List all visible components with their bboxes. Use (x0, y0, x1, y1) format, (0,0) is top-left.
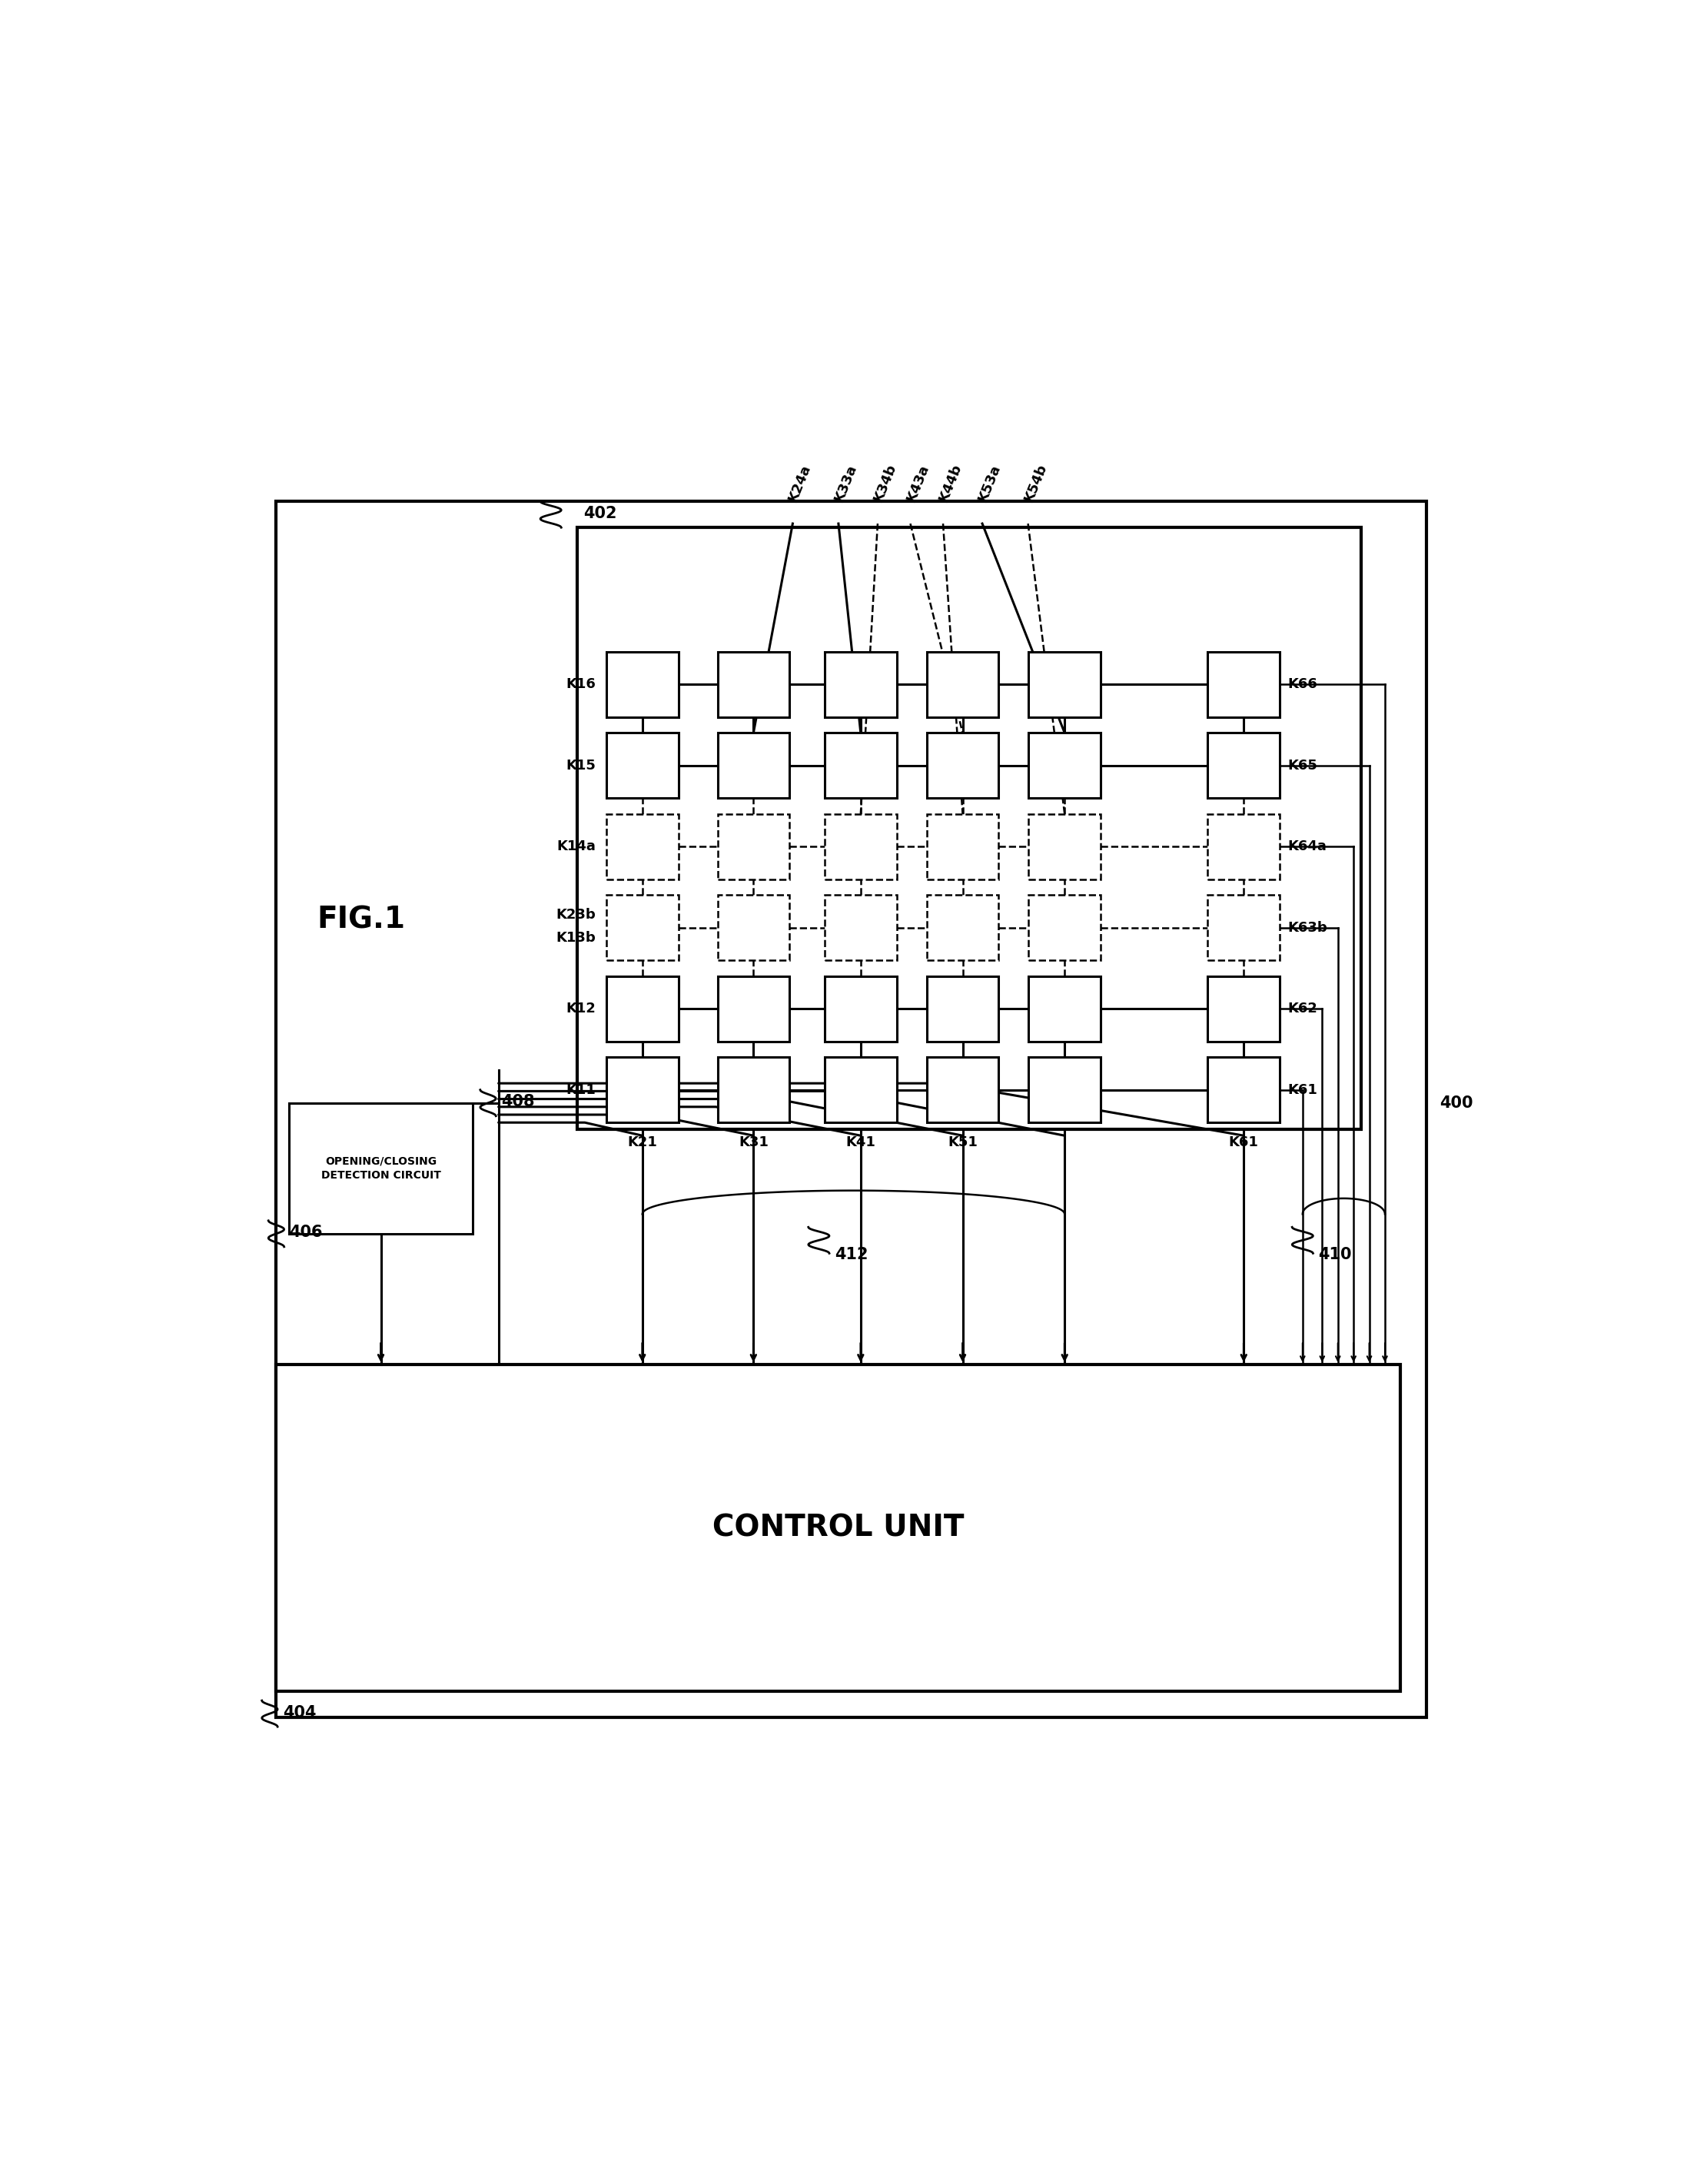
Text: K62: K62 (1287, 1002, 1318, 1016)
Text: 412: 412 (835, 1247, 869, 1262)
Text: CONTROL UNIT: CONTROL UNIT (712, 1514, 965, 1542)
Text: 402: 402 (584, 507, 617, 522)
Bar (1208, 651, 1280, 716)
Bar (825, 651, 896, 716)
Text: K64a: K64a (1287, 839, 1326, 854)
Bar (1029, 1057, 1100, 1123)
Bar (606, 976, 678, 1042)
Bar (1029, 651, 1100, 716)
Text: K16: K16 (567, 677, 596, 692)
Bar (606, 895, 678, 961)
Bar (1208, 734, 1280, 797)
Text: 408: 408 (501, 1094, 535, 1109)
Bar (717, 651, 790, 716)
Bar (606, 1057, 678, 1123)
Text: K53a: K53a (975, 463, 1004, 505)
Bar (717, 1057, 790, 1123)
Bar (717, 976, 790, 1042)
Bar (1029, 895, 1100, 961)
Text: 410: 410 (1319, 1247, 1351, 1262)
Text: K12: K12 (567, 1002, 596, 1016)
Bar (1208, 815, 1280, 880)
Text: K23b: K23b (557, 909, 596, 922)
Bar (606, 734, 678, 797)
Bar (825, 1057, 896, 1123)
Bar (1029, 976, 1100, 1042)
Bar (277, 1365, 1400, 1690)
Text: FIG.1: FIG.1 (317, 904, 405, 935)
Bar (825, 734, 896, 797)
Text: 404: 404 (283, 1706, 315, 1721)
Bar (825, 895, 896, 961)
Bar (606, 815, 678, 880)
Text: K24a: K24a (786, 463, 813, 505)
Text: K33a: K33a (832, 463, 859, 505)
Text: K63b: K63b (1287, 922, 1328, 935)
Text: 406: 406 (290, 1225, 322, 1241)
Text: K13b: K13b (557, 930, 596, 946)
Bar (926, 895, 999, 961)
Text: K15: K15 (567, 758, 596, 773)
Text: 400: 400 (1441, 1094, 1473, 1112)
Text: K31: K31 (739, 1136, 768, 1149)
Bar (926, 976, 999, 1042)
Bar (1208, 1057, 1280, 1123)
Bar (926, 815, 999, 880)
Text: K61: K61 (1287, 1083, 1318, 1096)
Bar (606, 651, 678, 716)
Bar (825, 815, 896, 880)
Text: K11: K11 (567, 1083, 596, 1096)
Bar (717, 895, 790, 961)
Text: K41: K41 (845, 1136, 876, 1149)
Text: OPENING/CLOSING
DETECTION CIRCUIT: OPENING/CLOSING DETECTION CIRCUIT (321, 1155, 440, 1182)
Bar (577, 529, 1361, 1129)
Text: K34b: K34b (870, 461, 899, 505)
Bar (717, 815, 790, 880)
Bar (1208, 976, 1280, 1042)
Text: K21: K21 (628, 1136, 658, 1149)
Bar (926, 651, 999, 716)
Bar (1029, 815, 1100, 880)
Bar (1029, 734, 1100, 797)
Bar (290, 1103, 472, 1234)
Bar (825, 976, 896, 1042)
Text: K54b: K54b (1022, 461, 1049, 505)
Text: K66: K66 (1287, 677, 1318, 692)
Text: K65: K65 (1287, 758, 1318, 773)
Bar (1208, 895, 1280, 961)
Bar (277, 502, 1427, 1717)
Bar (717, 734, 790, 797)
Text: K14a: K14a (557, 839, 596, 854)
Text: K43a: K43a (904, 463, 931, 505)
Bar (926, 734, 999, 797)
Bar (926, 1057, 999, 1123)
Text: K51: K51 (948, 1136, 977, 1149)
Text: K61: K61 (1228, 1136, 1259, 1149)
Text: K44b: K44b (936, 461, 965, 505)
